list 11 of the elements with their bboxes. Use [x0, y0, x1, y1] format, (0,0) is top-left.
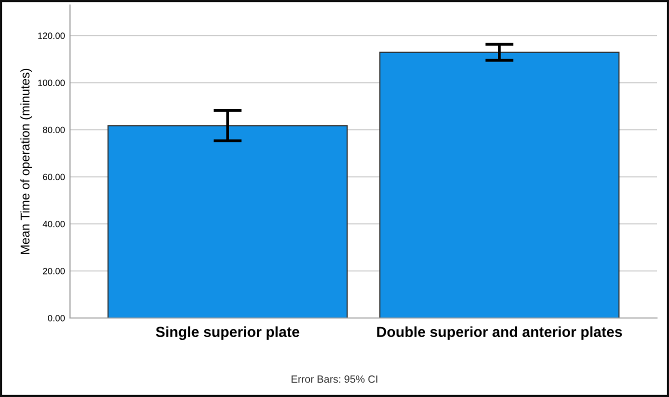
x-tick-label: Single superior plate — [156, 326, 300, 340]
x-tick-label: Double superior and anterior plates — [377, 326, 622, 340]
y-tick-label: 100.00 — [38, 80, 65, 86]
y-tick-label: 60.00 — [43, 174, 65, 180]
y-tick-label: 0.00 — [48, 314, 65, 322]
y-tick-label: 120.00 — [38, 32, 65, 39]
y-tick-label: 80.00 — [42, 126, 65, 134]
y-tick-label: 40.00 — [42, 220, 65, 228]
y-axis-title: Mean Time of operation (minutes) — [20, 68, 32, 254]
y-tick-label: 20.00 — [43, 268, 65, 274]
text: Error Bars: 95% CI — [292, 375, 378, 383]
